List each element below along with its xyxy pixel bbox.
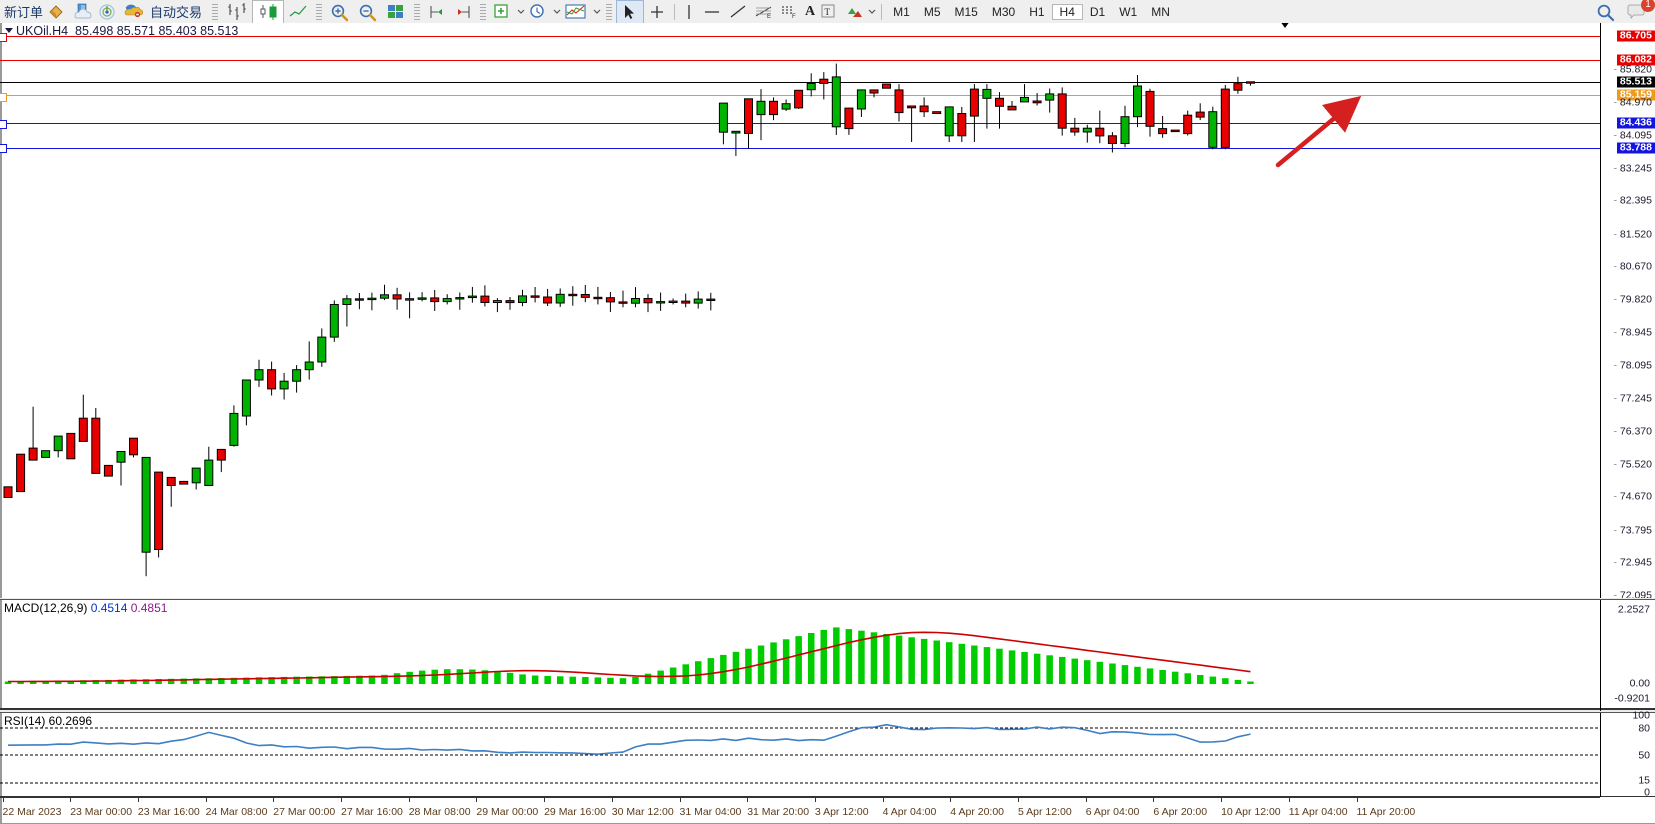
svg-text:T: T: [825, 7, 831, 17]
svg-text:F: F: [792, 14, 796, 20]
svg-text:E: E: [767, 14, 771, 20]
